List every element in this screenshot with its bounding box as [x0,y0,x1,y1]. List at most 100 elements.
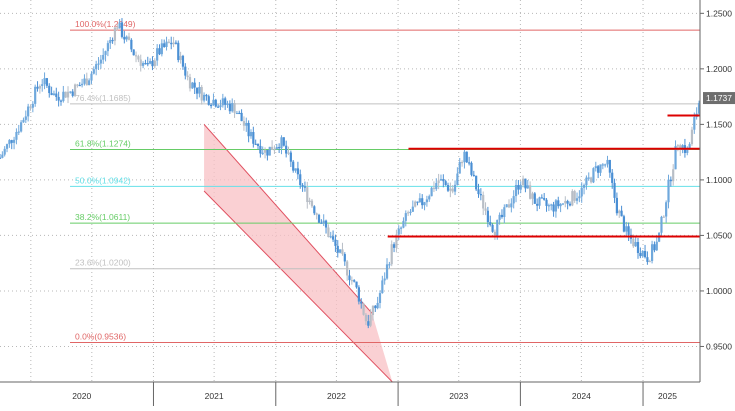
candle-body [559,203,562,207]
candle-body [362,303,365,315]
candle-body [191,82,194,89]
candle-body [620,210,623,217]
candle-body [453,184,457,192]
candle-body [512,196,515,204]
candle-body [421,198,424,206]
x-tick-label: 2025 [658,391,677,401]
candle-body [118,22,121,29]
candle-body [263,149,267,153]
candle-body [36,86,39,89]
candle-body [395,234,398,248]
candle-body [327,227,330,238]
candle-body [463,151,466,163]
candle-body [217,106,220,108]
candle-body [564,200,567,204]
candle-body [545,199,548,206]
candle-body [104,51,107,55]
candle-body [92,69,95,74]
candle-body [153,60,156,67]
candle-body [341,249,344,255]
candle-body [353,280,356,282]
candle-body [636,242,640,254]
y-tick-label: 1.2500 [706,8,732,18]
candle-body [601,164,604,166]
candle-body [130,39,133,50]
channel-upper-edge [203,124,373,314]
candle-body [158,48,161,55]
candle-body [613,182,616,198]
candle-body [116,27,119,29]
candle-body [688,144,691,149]
candle-body [62,91,65,102]
candle-body [106,43,109,52]
candle-body [315,213,318,215]
candle-body [575,198,579,201]
candle-body [667,179,670,203]
y-tick-label: 1.2000 [706,64,732,74]
candle-body [573,191,576,201]
last-price-label: 1.1737 [706,93,732,103]
candle-body [163,43,166,47]
candle-body [578,196,581,199]
candle-body [479,194,482,196]
candle-body [50,93,53,96]
candle-body [514,184,518,197]
fib-label: 23.6%(1.0200) [75,258,131,268]
candle-body [12,139,16,143]
candle-body [141,63,145,66]
candle-body [622,216,626,232]
x-tick-label: 2020 [72,391,91,401]
candle-body [231,103,234,112]
candle-body [137,56,140,60]
candle-body [270,146,274,150]
candle-body [172,42,175,45]
candle-body [531,193,534,199]
candle-body [336,245,339,253]
candle-body [313,206,316,214]
candle-body [618,210,621,214]
candle-body [582,185,586,188]
candle-body [317,214,321,223]
candle-body [672,169,675,182]
candle-body [615,197,618,214]
candle-body [587,177,590,179]
candle-body [125,36,128,40]
candle-body [5,144,9,149]
candle-body [310,200,314,207]
candle-body [57,96,60,101]
candle-body [643,251,647,258]
candle-body [472,174,475,177]
candle-body [650,244,654,261]
candle-body [134,55,138,57]
candle-body [31,103,34,108]
candle-body [543,197,546,200]
candle-body [207,96,210,105]
candle-body [22,119,25,123]
candle-body [686,148,689,153]
candle-body [639,253,642,257]
candle-body [156,48,159,61]
grid [0,0,700,382]
candle-body [294,168,297,171]
candle-body [97,63,100,65]
candle-body [285,145,288,154]
candle-body [78,84,81,87]
candle-body [174,42,178,44]
candle-body [557,200,560,207]
candle-body [179,55,182,61]
candle-body [456,173,459,185]
candle-body [306,187,309,203]
candle-body [676,145,679,147]
candle-body [181,55,185,67]
candle-body [484,208,487,211]
candle-body [381,280,384,294]
candle-body [322,220,325,224]
candle-body [435,183,438,190]
candle-body [289,152,292,162]
candle-body [69,91,72,93]
candle-body [444,181,447,186]
candle-body [662,216,665,218]
candle-body [278,147,281,149]
candle-body [346,261,349,276]
candle-body [102,54,105,60]
